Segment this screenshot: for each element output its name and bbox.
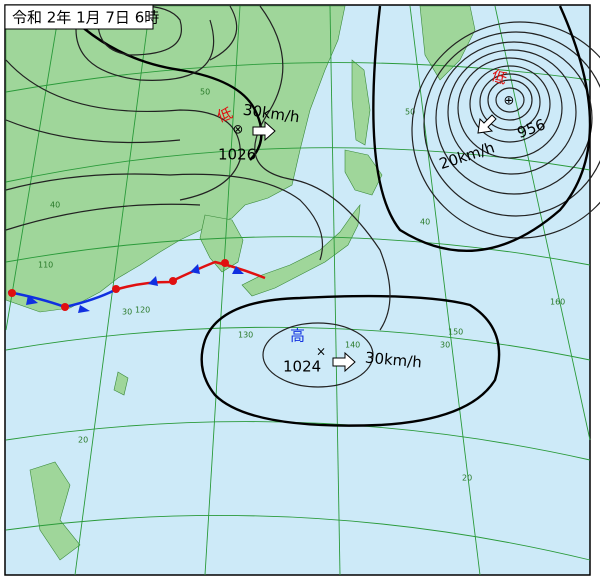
map-shape — [5, 59, 241, 201]
map-shape — [112, 285, 120, 293]
title: 令和 2年 1月 7日 6時 — [12, 9, 159, 27]
grid-label: 40 — [420, 218, 430, 227]
map-shape — [5, 173, 324, 261]
map-shape — [200, 294, 501, 427]
land — [5, 5, 476, 561]
arrows: ⊗ ⊕ × — [233, 94, 515, 373]
map-shape — [332, 351, 356, 373]
map-shape — [5, 119, 181, 144]
system-kind: 低 — [215, 104, 235, 126]
grid-label: 30 — [122, 308, 132, 317]
map-shape — [435, 41, 593, 195]
map-shape — [329, 5, 341, 576]
system-pressure: 1024 — [283, 358, 321, 376]
map-shape — [204, 5, 241, 576]
map-shape — [113, 371, 129, 396]
map-shape — [495, 87, 525, 113]
map-shape — [351, 59, 371, 146]
grid-label: 140 — [345, 341, 360, 350]
grid-labels: 50 40 30 20 110 120 130 140 150 160 50 4… — [38, 88, 565, 483]
map-shape — [5, 5, 61, 331]
system-pressure: 1026 — [218, 146, 256, 164]
map-shape — [29, 461, 81, 561]
map-shape — [457, 57, 563, 159]
map-shape — [479, 73, 541, 131]
map-shape: × — [316, 345, 326, 359]
map-shape — [241, 204, 361, 297]
grid-label: 20 — [78, 436, 88, 445]
map-shape — [209, 5, 238, 61]
map-shape — [221, 259, 229, 267]
map-shape — [344, 149, 383, 196]
map-shape — [75, 5, 215, 81]
map-shape — [262, 322, 374, 388]
grid-label: 50 — [405, 108, 415, 117]
map-shape — [5, 515, 591, 561]
map-shape — [8, 289, 16, 297]
grid-label: 50 — [200, 88, 210, 97]
map-shape — [5, 326, 591, 361]
map-shape — [169, 277, 177, 285]
grid-label: 160 — [550, 298, 565, 307]
map-shape: ⊗ — [233, 123, 244, 138]
grid-label: 20 — [462, 474, 472, 483]
map-shape — [252, 120, 276, 142]
grid-label: 150 — [448, 328, 463, 337]
grid-label: 110 — [38, 261, 53, 270]
grid-label: 30 — [440, 341, 450, 350]
map-shape — [372, 5, 592, 253]
map-shape — [477, 114, 497, 134]
isobars — [5, 5, 600, 427]
grid-label: 40 — [50, 201, 60, 210]
map-shape — [447, 49, 577, 175]
system-kind: 高 — [290, 327, 305, 345]
map-shape — [423, 31, 600, 217]
system-kind: 低 — [489, 66, 509, 88]
map-shape — [419, 5, 476, 81]
grid-label: 120 — [135, 306, 150, 315]
front — [7, 259, 266, 313]
map-shape — [409, 5, 481, 576]
map-shape — [5, 236, 591, 266]
map-shape — [487, 79, 533, 121]
map-shape — [254, 5, 391, 331]
map-shape: ⊕ — [504, 94, 515, 109]
map-shape — [61, 303, 69, 311]
system-motion: 30km/h — [364, 349, 422, 372]
map-shape — [5, 203, 201, 231]
title-box — [4, 4, 154, 30]
map-shape — [97, 5, 182, 56]
map-shape — [469, 65, 551, 143]
grid-label: 130 — [238, 331, 253, 340]
